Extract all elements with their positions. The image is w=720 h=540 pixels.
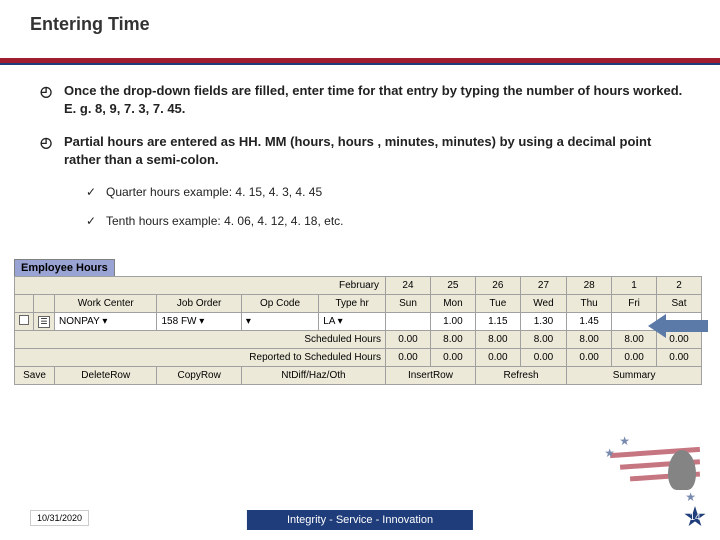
ntdiff-button[interactable]: NtDiff/Haz/Oth <box>241 367 385 385</box>
type-hr-select[interactable]: LA ▾ <box>319 313 386 331</box>
day-num: 2 <box>657 277 702 295</box>
day-num: 27 <box>520 277 566 295</box>
reported-label: Reported to Scheduled Hours <box>15 349 386 367</box>
divider-blue <box>0 63 720 65</box>
insert-row-button[interactable]: InsertRow <box>386 367 476 385</box>
hours-input[interactable]: 1.45 <box>567 313 612 331</box>
clock-icon: ◴ <box>40 82 64 117</box>
copy-row-button[interactable]: CopyRow <box>157 367 241 385</box>
scheduled-val: 8.00 <box>475 331 520 349</box>
footer-tagline: Integrity - Service - Innovation <box>247 510 473 530</box>
reported-val: 0.00 <box>475 349 520 367</box>
col-header: Work Center <box>55 295 157 313</box>
header-row: Work Center Job Order Op Code Type hr Su… <box>15 295 702 313</box>
sub-bullet-text: Quarter hours example: 4. 15, 4. 3, 4. 4… <box>106 184 322 201</box>
reported-row: Reported to Scheduled Hours 0.00 0.00 0.… <box>15 349 702 367</box>
row-icon[interactable]: ☰ <box>34 313 55 331</box>
month-label: February <box>15 277 386 295</box>
month-row: February 24 25 26 27 28 1 2 <box>15 277 702 295</box>
reported-val: 0.00 <box>520 349 566 367</box>
hours-input[interactable]: 1.00 <box>430 313 475 331</box>
scheduled-val: 0.00 <box>386 331 431 349</box>
day-num: 25 <box>430 277 475 295</box>
summary-button[interactable]: Summary <box>567 367 702 385</box>
refresh-button[interactable]: Refresh <box>475 367 566 385</box>
bullet-text: Partial hours are entered as HH. MM (hou… <box>64 133 690 168</box>
reported-val: 0.00 <box>567 349 612 367</box>
day-num: 28 <box>567 277 612 295</box>
pointer-arrow-icon <box>648 314 708 338</box>
day-name: Mon <box>430 295 475 313</box>
hours-input[interactable]: 1.30 <box>520 313 566 331</box>
row-checkbox[interactable] <box>15 313 34 331</box>
delete-row-button[interactable]: DeleteRow <box>55 367 157 385</box>
day-num: 24 <box>386 277 431 295</box>
content-area: ◴ Once the drop-down fields are filled, … <box>40 82 690 242</box>
panel-title: Employee Hours <box>14 259 115 276</box>
day-name: Wed <box>520 295 566 313</box>
sub-bullet-2: ✓ Tenth hours example: 4. 06, 4. 12, 4. … <box>86 213 690 230</box>
bullet-text: Once the drop-down fields are filled, en… <box>64 82 690 117</box>
scheduled-val: 8.00 <box>520 331 566 349</box>
reported-val: 0.00 <box>430 349 475 367</box>
reported-val: 0.00 <box>657 349 702 367</box>
sub-bullet-text: Tenth hours example: 4. 06, 4. 12, 4. 18… <box>106 213 343 230</box>
day-num: 26 <box>475 277 520 295</box>
job-order-select[interactable]: 158 FW ▾ <box>157 313 241 331</box>
flag-decoration: ★ ★ ★ <box>590 430 700 510</box>
hours-input[interactable] <box>386 313 431 331</box>
day-name: Sat <box>657 295 702 313</box>
hours-table: February 24 25 26 27 28 1 2 Work Center … <box>14 276 702 385</box>
sub-bullet-1: ✓ Quarter hours example: 4. 15, 4. 3, 4.… <box>86 184 690 201</box>
work-center-select[interactable]: NONPAY ▾ <box>55 313 157 331</box>
op-code-select[interactable]: ▾ <box>241 313 318 331</box>
col-header: Job Order <box>157 295 241 313</box>
col-header: Op Code <box>241 295 318 313</box>
save-button[interactable]: Save <box>15 367 55 385</box>
employee-hours-panel: Employee Hours February 24 25 26 27 28 1… <box>14 258 702 385</box>
day-name: Fri <box>612 295 657 313</box>
scheduled-label: Scheduled Hours <box>15 331 386 349</box>
scheduled-row: Scheduled Hours 0.00 8.00 8.00 8.00 8.00… <box>15 331 702 349</box>
scheduled-val: 8.00 <box>567 331 612 349</box>
clock-icon: ◴ <box>40 133 64 168</box>
reported-val: 0.00 <box>612 349 657 367</box>
check-icon: ✓ <box>86 184 106 201</box>
day-name: Thu <box>567 295 612 313</box>
day-name: Tue <box>475 295 520 313</box>
day-name: Sun <box>386 295 431 313</box>
footer-date: 10/31/2020 <box>30 510 89 526</box>
button-row: Save DeleteRow CopyRow NtDiff/Haz/Oth In… <box>15 367 702 385</box>
day-num: 1 <box>612 277 657 295</box>
scheduled-val: 8.00 <box>430 331 475 349</box>
col-header: Type hr <box>319 295 386 313</box>
hours-input[interactable]: 1.15 <box>475 313 520 331</box>
reported-val: 0.00 <box>386 349 431 367</box>
page-title: Entering Time <box>30 14 150 35</box>
check-icon: ✓ <box>86 213 106 230</box>
bullet-2: ◴ Partial hours are entered as HH. MM (h… <box>40 133 690 168</box>
data-row: ☰ NONPAY ▾ 158 FW ▾ ▾ LA ▾ 1.00 1.15 1.3… <box>15 313 702 331</box>
bullet-1: ◴ Once the drop-down fields are filled, … <box>40 82 690 117</box>
